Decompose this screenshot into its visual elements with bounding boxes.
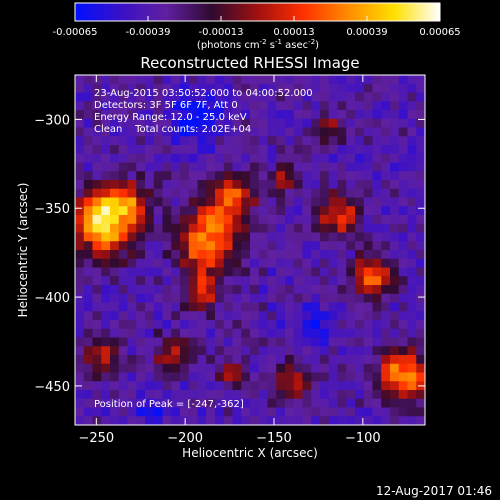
info-line-detectors: Detectors: 3F 5F 6F 7F, Att 0 bbox=[94, 100, 238, 111]
y-axis-label: Heliocentric Y (arcsec) bbox=[16, 183, 30, 318]
timestamp: 12-Aug-2017 01:46 bbox=[376, 484, 492, 498]
x-tick-label: −250 bbox=[78, 431, 114, 446]
y-tick-label: −400 bbox=[34, 291, 70, 306]
colorbar-tick-label: -0.00039 bbox=[126, 27, 171, 38]
colorbar: -0.00065 -0.00039 -0.00013 0.00013 0.00039 0.… bbox=[53, 2, 461, 51]
colorbar-tick-label: 0.00065 bbox=[419, 27, 460, 38]
y-tick-label: −450 bbox=[34, 380, 70, 395]
colorbar-ticks bbox=[74, 16, 441, 21]
x-tick-label: −150 bbox=[256, 431, 292, 446]
y-tick-label: −300 bbox=[34, 113, 70, 128]
colorbar-gradient bbox=[74, 2, 441, 22]
x-tick-label: −100 bbox=[345, 431, 381, 446]
colorbar-tick-label: -0.00065 bbox=[53, 27, 98, 38]
peak-label: Position of Peak = [-247,-362] bbox=[94, 399, 244, 410]
y-axis-ticks bbox=[75, 118, 425, 387]
colorbar-tick-label: 0.00013 bbox=[273, 27, 314, 38]
x-axis-ticks bbox=[95, 75, 364, 425]
colorbar-units: (photons cm-2 s-1 asec-2) bbox=[197, 38, 319, 51]
y-tick-label: −350 bbox=[34, 202, 70, 217]
colorbar-tick-label: -0.00013 bbox=[199, 27, 244, 38]
colorbar-tick-label: 0.00039 bbox=[346, 27, 387, 38]
y-axis-tick-labels: −300 −350 −400 −450 bbox=[34, 113, 70, 394]
info-line-time: 23-Aug-2015 03:50:52.000 to 04:00:52.000 bbox=[94, 88, 313, 99]
plot-title: Reconstructed RHESSI Image bbox=[140, 54, 359, 72]
plot-frame bbox=[74, 74, 426, 426]
solar-image bbox=[75, 75, 425, 425]
info-text: 23-Aug-2015 03:50:52.000 to 04:00:52.000… bbox=[94, 88, 313, 135]
info-line-counts: Clean Total counts: 2.02E+04 bbox=[94, 124, 251, 135]
colorbar-tick-labels: -0.00065 -0.00039 -0.00013 0.00013 0.00039 0.… bbox=[53, 27, 461, 38]
x-axis-label: Heliocentric X (arcsec) bbox=[182, 446, 318, 460]
info-line-energy: Energy Range: 12.0 - 25.0 keV bbox=[94, 112, 247, 123]
x-axis-tick-labels: −250 −200 −150 −100 bbox=[78, 431, 380, 446]
x-tick-label: −200 bbox=[167, 431, 203, 446]
